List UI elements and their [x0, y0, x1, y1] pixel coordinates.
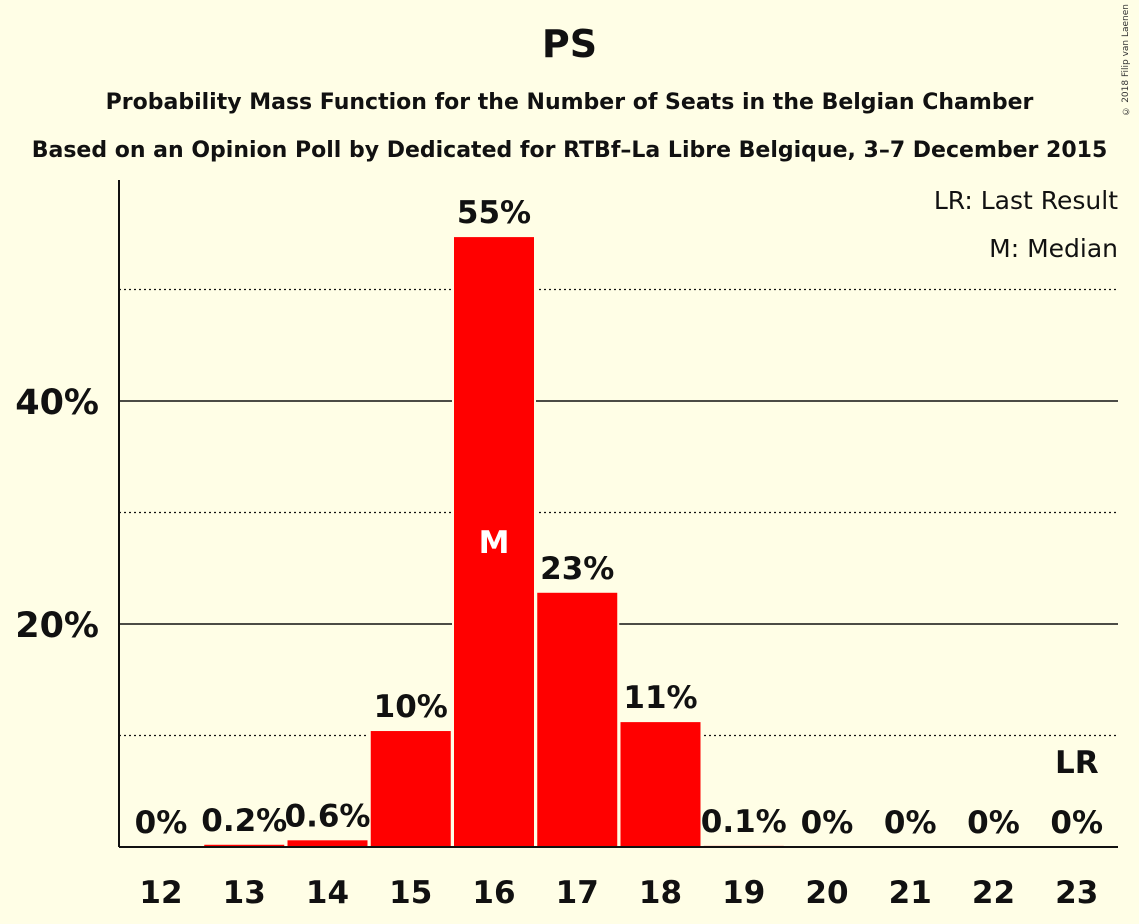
axes: 20% 40% [15, 180, 1118, 848]
data-label-18: 11% [623, 680, 697, 716]
x-tick-label-14: 14 [306, 875, 349, 911]
x-tick-label-22: 22 [972, 875, 1015, 911]
data-label-17: 23% [540, 551, 614, 587]
data-label-19: 0.1% [701, 804, 787, 840]
last-result-marker: LR [1055, 745, 1099, 781]
x-tick-label-16: 16 [472, 875, 515, 911]
x-tick-label-23: 23 [1055, 875, 1098, 911]
y-tick-label: 40% [15, 383, 99, 423]
bar-15 [370, 731, 451, 847]
x-tick-label-18: 18 [639, 875, 682, 911]
legend-median: M: Median [989, 234, 1118, 263]
median-marker: M [479, 525, 510, 561]
bar-13 [204, 844, 285, 847]
x-tick-label-13: 13 [223, 875, 266, 911]
chart-title: PS [541, 22, 598, 66]
bars [202, 235, 786, 848]
x-tick-label-17: 17 [556, 875, 599, 911]
bar-16 [454, 237, 534, 848]
chart-source-line: Based on an Opinion Poll by Dedicated fo… [31, 138, 1108, 163]
legend-last-result: LR: Last Result [934, 186, 1118, 215]
data-label-21: 0% [884, 805, 937, 841]
chart-subtitle: Probability Mass Function for the Number… [105, 90, 1034, 115]
bar-18 [620, 722, 701, 847]
data-label-22: 0% [967, 805, 1020, 841]
data-label-14: 0.6% [285, 798, 371, 834]
data-label-13: 0.2% [201, 803, 287, 839]
data-label-15: 10% [374, 689, 448, 725]
x-tick-label-15: 15 [389, 875, 432, 911]
bar-gap [701, 843, 786, 847]
bar-14 [287, 840, 368, 847]
bar-17 [537, 592, 618, 847]
y-tick-label: 20% [15, 606, 99, 646]
x-tick-label-12: 12 [139, 875, 182, 911]
x-tick-label-19: 19 [722, 875, 765, 911]
x-tick-label-21: 21 [889, 875, 932, 911]
data-labels: 0% 12 0.2% 13 0.6% 14 10% 15 55% 16 M 23% 17 11% 18 0.1… [135, 195, 1103, 911]
x-tick-label-20: 20 [805, 875, 848, 911]
data-label-16: 55% [457, 195, 531, 231]
data-label-12: 0% [135, 805, 188, 841]
data-label-20: 0% [801, 805, 854, 841]
data-label-23: 0% [1050, 805, 1103, 841]
